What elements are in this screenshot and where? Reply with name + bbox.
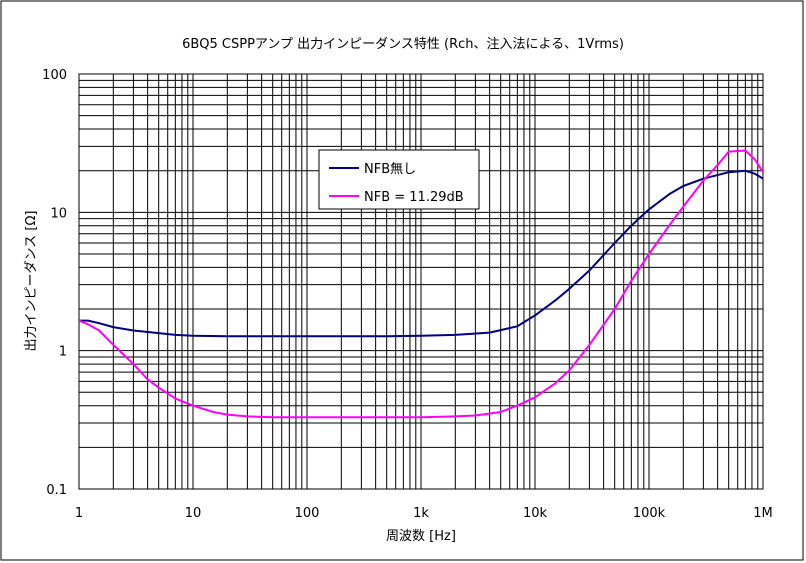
x-tick-label: 10 bbox=[185, 506, 202, 521]
series-line-1 bbox=[79, 169, 764, 338]
y-axis-title: 出力インピーダンス [Ω] bbox=[24, 211, 39, 352]
x-tick-label: 1M bbox=[753, 506, 773, 521]
y-tick-labels: 0.1 1 10 100 bbox=[42, 68, 67, 498]
x-tick-label: 1 bbox=[75, 506, 83, 521]
x-tick-label: 100 bbox=[295, 506, 320, 521]
legend-box bbox=[318, 149, 480, 210]
series-line-2 bbox=[78, 149, 764, 419]
legend-label-2: NFB = 11.29dB bbox=[364, 190, 464, 205]
x-tick-label: 100k bbox=[633, 506, 666, 521]
x-tick-label: 1k bbox=[413, 506, 429, 521]
legend-label-1: NFB無し bbox=[364, 162, 416, 177]
x-axis-title: 周波数 [Hz] bbox=[386, 529, 456, 544]
y-tick-label: 100 bbox=[42, 68, 67, 83]
x-tick-labels: 1 10 100 1k 10k 100k 1M bbox=[75, 506, 773, 521]
y-tick-label: 0.1 bbox=[46, 483, 67, 498]
x-tick-label: 10k bbox=[523, 506, 548, 521]
chart-title: 6BQ5 CSPPアンプ 出力インピーダンス特性 (Rch、注入法による、1Vr… bbox=[182, 37, 624, 52]
legend: NFB無し NFB = 11.29dB bbox=[318, 149, 480, 210]
grid bbox=[79, 74, 763, 489]
series-lines bbox=[78, 149, 764, 419]
plot-area-border bbox=[78, 73, 764, 490]
y-tick-label: 1 bbox=[59, 345, 67, 360]
y-tick-label: 10 bbox=[50, 206, 67, 221]
